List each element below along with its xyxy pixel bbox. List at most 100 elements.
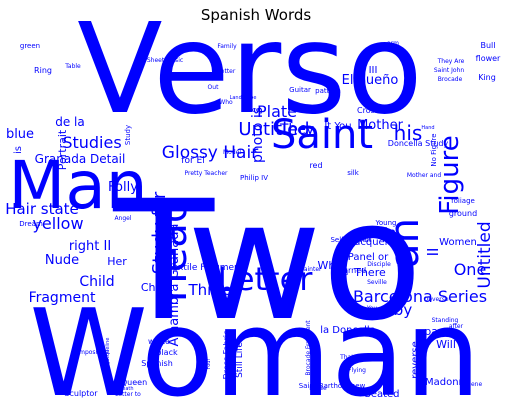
cloud-word: Child [79, 274, 114, 290]
cloud-word: Ring [34, 66, 52, 75]
cloud-word: Sheet Music [147, 57, 183, 64]
cloud-word: Spanish [141, 359, 173, 368]
cloud-word: foliage [451, 197, 475, 205]
cloud-word: Young [375, 219, 397, 227]
cloud-word: Cross [357, 106, 379, 115]
cloud-word: Family [217, 43, 237, 50]
cloud-word: Untitled [475, 221, 495, 288]
cloud-word: Plate [257, 102, 297, 121]
cloud-word: Verso [77, 0, 423, 142]
cloud-word: Saint John [434, 67, 464, 74]
cloud-word: Will [436, 338, 456, 351]
cloud-word: Untitled [238, 119, 309, 140]
cloud-word: Horse [309, 385, 327, 392]
cloud-word: Two [112, 165, 422, 357]
cloud-word: There [353, 266, 386, 279]
cloud-word: You [366, 305, 378, 312]
cloud-word: right II [69, 239, 111, 254]
cloud-word: ground [449, 209, 477, 218]
cloud-word: Queen [121, 378, 147, 387]
cloud-word: an [382, 218, 428, 268]
cloud-word: Barcelona Series [353, 287, 487, 306]
cloud-word: Doncella Study [388, 139, 449, 148]
cloud-word: Textile Fragment [168, 263, 244, 273]
cloud-word: Saint Bartholomew [299, 382, 366, 390]
cloud-word: Studies [62, 133, 121, 152]
cloud-word: They Are [437, 58, 465, 65]
cloud-word: They [279, 122, 314, 138]
cloud-word: reverse [410, 341, 421, 379]
cloud-word: II [424, 248, 442, 257]
cloud-word: Composition [71, 349, 109, 356]
cloud-word: is [13, 146, 24, 154]
cloud-word: Three [188, 281, 232, 299]
cloud-word: Christ [141, 281, 174, 294]
cloud-word: Panel or [348, 252, 389, 263]
cloud-word: Painter [300, 266, 322, 273]
cloud-word: King [478, 73, 496, 82]
cloud-word: Flying [348, 367, 366, 374]
cloud-word: Angel [114, 215, 131, 222]
cloud-word: Letter to [115, 391, 141, 398]
cloud-word: Obverse [423, 296, 448, 303]
cloud-word: Folly [108, 180, 138, 195]
cloud-word: Study for [149, 191, 170, 274]
cloud-word: Head [150, 198, 196, 303]
cloud-word: Table [64, 63, 81, 70]
cloud-word: Who [219, 99, 233, 106]
cloud-word: Letter [218, 260, 314, 298]
cloud-word: Bull [480, 41, 495, 50]
chart-title: Spanish Words [200, 6, 312, 24]
cloud-word: Women [439, 237, 477, 248]
cloud-word: Out [208, 84, 220, 91]
cloud-word: turned [340, 266, 366, 275]
cloud-word: de la [55, 115, 85, 129]
cloud-word: Woman [29, 285, 481, 411]
cloud-word: arm [387, 40, 399, 47]
cloud-word: Her [107, 255, 127, 268]
cloud-word: page [424, 325, 452, 338]
cloud-word: Portrait [56, 129, 69, 170]
cloud-word: One [454, 260, 487, 279]
cloud-word: Dress Fabric [222, 331, 231, 380]
cloud-word: Still Life [235, 342, 245, 378]
cloud-word: Study [124, 125, 132, 145]
cloud-word: Self Portrait [330, 236, 371, 244]
cloud-word: white [148, 337, 170, 346]
cloud-word: No Figure [430, 133, 438, 166]
cloud-word: Pretty Teacher [185, 170, 229, 177]
cloud-word: Landscape [230, 95, 257, 101]
cloud-word: Guitar [289, 86, 311, 94]
cloud-word: III [369, 65, 378, 76]
cloud-word: Philip IV [240, 174, 268, 182]
cloud-word: It You [324, 121, 351, 132]
cloud-word: green [20, 42, 40, 50]
cloud-word: Nude [45, 253, 79, 268]
cloud-word: Brocade [438, 76, 463, 83]
cloud-word: black [156, 348, 178, 357]
cloud-word: red [309, 161, 322, 170]
cloud-word: Better [217, 68, 236, 75]
cloud-word: Mother and [407, 172, 442, 179]
cloud-word: Seville [367, 279, 387, 286]
cloud-word: photo is [250, 107, 266, 163]
cloud-word: Man [8, 147, 147, 224]
cloud-word: Piece [242, 106, 260, 114]
cloud-word: yellow [32, 214, 83, 233]
cloud-word: Alhambra Granada [167, 224, 182, 347]
cloud-word: Spain [360, 226, 396, 241]
cloud-word: Disciple [367, 261, 391, 268]
cloud-word: for El [181, 156, 204, 166]
cloud-word: la Doncella [320, 325, 376, 336]
cloud-word: blue [6, 127, 34, 142]
cloud-word: Sculptor [64, 389, 98, 398]
cloud-word: silk [347, 169, 360, 177]
cloud-word: What [318, 259, 348, 272]
cloud-word: Hair state [5, 200, 79, 218]
cloud-word: Fragment [29, 290, 96, 306]
cloud-background [3, 31, 509, 408]
cloud-word: Saint [271, 112, 373, 158]
cloud-word: Figure [435, 135, 465, 214]
